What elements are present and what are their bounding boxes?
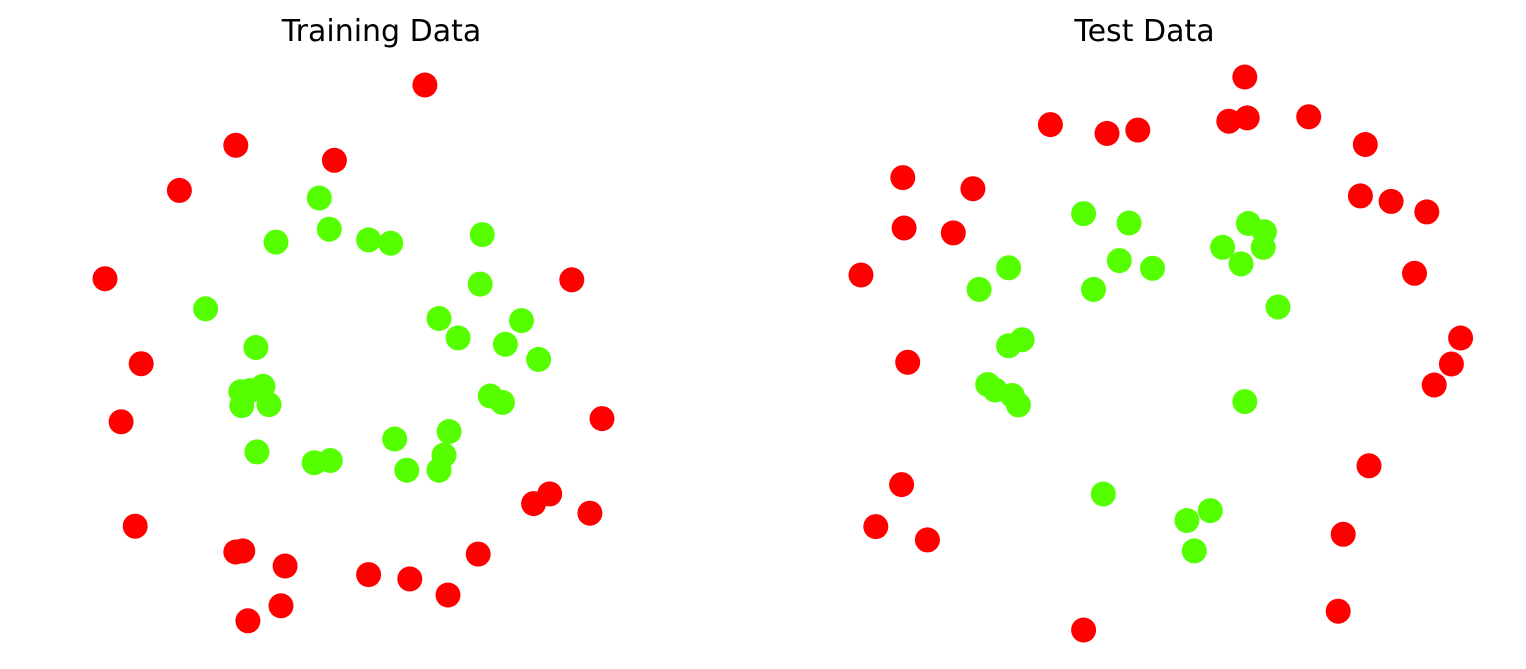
test-point-class-1-12 <box>1265 294 1291 320</box>
training-point-class-1-16 <box>229 393 255 419</box>
training-point-class-1-0 <box>306 185 332 211</box>
test-point-class-0-22 <box>889 472 915 498</box>
test-point-class-0-3 <box>1125 117 1151 143</box>
training-point-class-0-21 <box>235 608 261 634</box>
training-point-class-0-9 <box>122 513 148 539</box>
training-point-class-1-22 <box>382 426 408 452</box>
test-point-class-1-0 <box>1071 201 1097 227</box>
training-scatter-plot <box>92 72 615 634</box>
test-point-class-1-14 <box>996 333 1022 359</box>
training-point-class-0-4 <box>92 266 118 292</box>
training-panel: Training Data <box>92 14 615 634</box>
training-point-class-1-4 <box>378 230 404 256</box>
training-point-class-1-6 <box>467 271 493 297</box>
test-point-class-0-20 <box>895 349 921 375</box>
training-point-class-1-2 <box>263 229 289 255</box>
test-point-class-0-5 <box>1234 105 1260 131</box>
training-point-class-1-10 <box>509 308 534 334</box>
training-point-class-0-18 <box>465 541 491 567</box>
training-point-class-0-6 <box>128 351 154 377</box>
test-point-class-0-0 <box>1232 64 1258 90</box>
test-point-class-1-18 <box>1232 389 1258 415</box>
training-point-class-1-25 <box>317 448 343 473</box>
training-point-class-0-1 <box>223 132 249 158</box>
training-point-class-1-23 <box>244 439 270 465</box>
test-point-class-0-13 <box>891 215 917 241</box>
training-point-class-1-7 <box>193 296 219 322</box>
test-panel: Test Data <box>763 0 1526 669</box>
training-point-class-1-12 <box>243 335 269 360</box>
test-point-class-0-7 <box>1352 132 1378 157</box>
training-point-class-0-3 <box>166 177 192 203</box>
test-point-class-0-4 <box>1216 108 1242 134</box>
test-point-class-1-11 <box>1081 276 1106 302</box>
test-point-class-1-9 <box>1228 251 1254 277</box>
training-title: Training Data <box>281 14 482 49</box>
training-point-class-1-5 <box>469 222 495 248</box>
test-title: Test Data <box>1074 14 1215 49</box>
training-point-class-1-13 <box>526 346 552 372</box>
test-point-class-0-15 <box>848 262 874 288</box>
test-point-class-1-8 <box>1140 255 1165 281</box>
test-point-class-1-21 <box>1174 508 1200 533</box>
training-point-class-0-15 <box>272 553 298 579</box>
test-point-class-1-17 <box>1005 392 1031 418</box>
training-point-class-0-20 <box>268 593 294 619</box>
test-point-class-0-10 <box>1347 183 1373 209</box>
test-point-class-0-16 <box>1402 260 1427 286</box>
test-point-class-0-23 <box>863 514 889 540</box>
test-point-class-1-22 <box>1197 498 1223 524</box>
training-point-class-1-9 <box>445 325 471 351</box>
training-point-class-1-28 <box>426 457 452 483</box>
training-point-class-0-12 <box>577 500 603 526</box>
training-point-class-1-18 <box>250 373 276 399</box>
test-point-class-0-27 <box>1325 598 1351 624</box>
training-point-class-1-27 <box>394 457 420 483</box>
test-point-class-1-10 <box>966 276 992 302</box>
test-point-class-0-12 <box>1414 199 1440 225</box>
training-point-class-0-8 <box>589 406 615 432</box>
test-point-class-1-5 <box>1250 234 1276 260</box>
test-point-class-0-6 <box>1296 104 1322 130</box>
training-point-class-1-3 <box>356 227 382 253</box>
training-point-class-0-0 <box>412 72 438 98</box>
training-point-class-0-7 <box>108 409 134 435</box>
training-point-class-1-21 <box>436 419 462 444</box>
test-point-class-1-19 <box>975 372 1001 397</box>
training-point-class-1-20 <box>489 389 515 415</box>
training-point-class-0-16 <box>356 562 382 588</box>
test-point-class-0-2 <box>1094 120 1120 146</box>
training-point-class-1-11 <box>492 331 518 357</box>
test-point-class-0-24 <box>914 527 940 553</box>
training-point-class-0-5 <box>559 267 585 293</box>
training-point-class-0-14 <box>230 538 256 564</box>
test-point-class-0-21 <box>1356 453 1382 479</box>
test-point-class-1-1 <box>1116 210 1142 236</box>
training-point-class-1-8 <box>426 306 452 331</box>
test-point-class-0-25 <box>1330 521 1356 547</box>
test-point-class-0-11 <box>1378 188 1404 214</box>
test-point-class-0-14 <box>940 220 966 246</box>
training-point-class-0-11 <box>521 491 547 517</box>
test-point-class-0-8 <box>890 165 916 191</box>
training-point-class-1-1 <box>316 216 342 242</box>
test-scatter-plot <box>848 64 1474 643</box>
test-point-class-0-19 <box>1421 372 1447 398</box>
test-point-class-1-2 <box>1210 234 1236 260</box>
test-point-class-0-26 <box>1071 617 1097 643</box>
training-point-class-0-2 <box>321 147 347 173</box>
test-point-class-0-9 <box>960 176 986 202</box>
test-point-class-0-18 <box>1438 351 1464 377</box>
test-point-class-1-23 <box>1181 538 1207 564</box>
training-point-class-0-19 <box>435 582 461 608</box>
test-point-class-1-6 <box>996 255 1022 281</box>
test-point-class-1-20 <box>1090 481 1116 507</box>
test-point-class-0-1 <box>1037 112 1063 138</box>
test-point-class-1-7 <box>1106 248 1132 274</box>
test-point-class-0-17 <box>1448 325 1474 351</box>
training-point-class-0-17 <box>397 566 423 592</box>
